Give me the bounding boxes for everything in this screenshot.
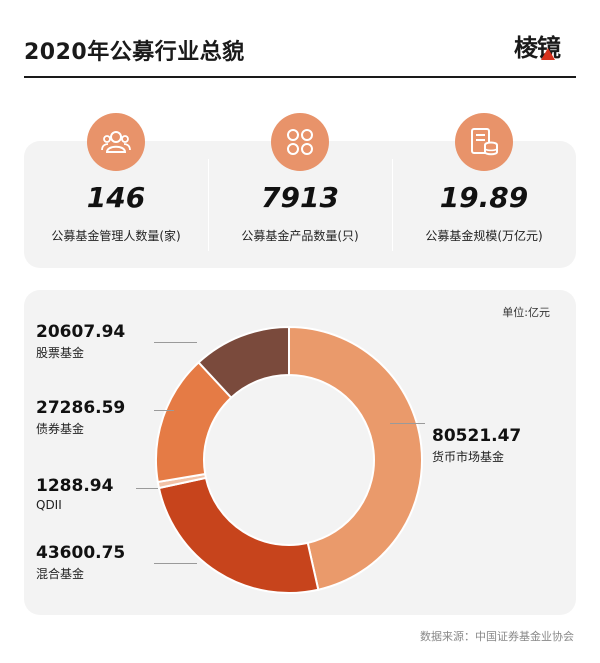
stat-divider [392, 159, 393, 251]
label-stock: 20607.94 股票基金 [36, 322, 125, 361]
data-label: 27286.59 [36, 398, 126, 418]
slice-money-market [288, 325, 423, 591]
leader-line [390, 423, 425, 424]
brand-logo: 棱镜 [514, 26, 572, 62]
label-mixed: 43600.75 混合基金 [36, 543, 125, 582]
leader-line [154, 410, 174, 411]
data-label: 80521.47 [432, 426, 522, 446]
stat-value: 7913 [261, 181, 339, 214]
category-label: QDII [36, 498, 62, 512]
label-qdii: 1288.94 QDII [36, 476, 113, 512]
leader-line [154, 563, 197, 564]
page-title: 2020年公募行业总貌 [24, 40, 245, 65]
stats-panel: 146 公募基金管理人数量(家) 7913 公募基金产品数量(只) [24, 113, 576, 268]
data-label: 1288.94 [36, 476, 114, 496]
category-label: 股票基金 [36, 346, 85, 360]
data-label: 43600.75 [36, 543, 126, 563]
donut-chart [155, 325, 423, 594]
category-label: 货币市场基金 [432, 450, 505, 464]
stat-value: 146 [86, 181, 146, 214]
stat-label: 公募基金产品数量(只) [241, 229, 359, 243]
chart-panel: 单位:亿元 20607.94 股票基金 27286.59 债券基金 1288.9… [24, 290, 576, 615]
slice-stock [197, 325, 290, 400]
data-source: 数据来源：中国证券基金业协会 [420, 630, 574, 643]
leader-line [136, 488, 158, 489]
stat-products: 7913 公募基金产品数量(只) [208, 113, 392, 268]
title-rule [24, 76, 576, 78]
category-label: 债券基金 [36, 422, 85, 436]
people-icon [87, 113, 145, 171]
slice-mixed [157, 476, 320, 594]
clover-icon [271, 113, 329, 171]
label-bond: 27286.59 债券基金 [36, 398, 125, 437]
label-money: 80521.47 货币市场基金 [432, 426, 521, 465]
stat-label: 公募基金规模(万亿元) [425, 229, 543, 243]
data-label: 20607.94 [36, 322, 126, 342]
stat-managers: 146 公募基金管理人数量(家) [24, 113, 208, 268]
stat-label: 公募基金管理人数量(家) [51, 229, 181, 243]
coins-document-icon [455, 113, 513, 171]
stat-value: 19.89 [439, 181, 529, 214]
stat-divider [208, 159, 209, 251]
leader-line [154, 342, 197, 343]
unit-label: 单位:亿元 [502, 306, 550, 319]
logo-triangle-icon [541, 48, 555, 60]
stat-scale: 19.89 公募基金规模(万亿元) [392, 113, 576, 268]
category-label: 混合基金 [36, 567, 85, 581]
